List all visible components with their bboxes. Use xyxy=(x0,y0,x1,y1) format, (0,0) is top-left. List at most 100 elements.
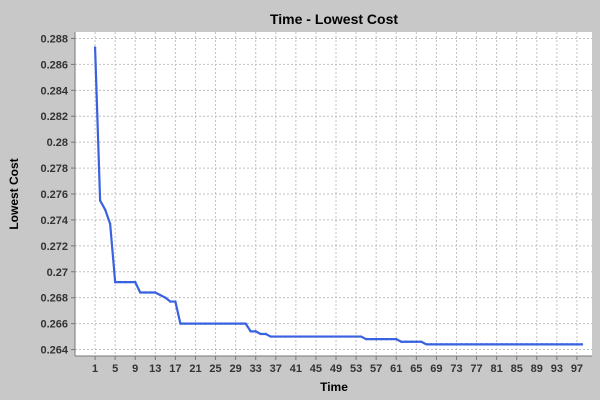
data-point xyxy=(385,337,388,341)
data-point xyxy=(359,335,363,338)
data-point xyxy=(234,322,237,325)
y-tick-label: 0.284 xyxy=(40,85,68,97)
data-point xyxy=(450,343,453,346)
data-point xyxy=(374,337,378,341)
data-point xyxy=(505,343,508,346)
data-point xyxy=(304,335,308,338)
data-point xyxy=(154,291,157,294)
data-point xyxy=(194,322,197,325)
data-point xyxy=(98,199,102,202)
data-point xyxy=(134,280,137,284)
data-point xyxy=(435,343,438,346)
x-tick-label: 57 xyxy=(370,363,382,375)
x-tick-label: 45 xyxy=(310,363,322,375)
y-tick-label: 0.278 xyxy=(40,163,68,175)
x-tick-label: 61 xyxy=(390,363,402,375)
data-point xyxy=(264,332,267,336)
data-point xyxy=(515,343,518,346)
x-tick-label: 65 xyxy=(410,363,422,375)
data-point xyxy=(339,335,343,338)
data-point xyxy=(184,322,187,325)
y-tick-label: 0.272 xyxy=(40,241,68,253)
data-point xyxy=(510,343,513,346)
data-point xyxy=(224,322,227,325)
x-tick-label: 41 xyxy=(290,363,302,375)
data-point xyxy=(329,335,333,338)
x-tick-label: 93 xyxy=(551,363,563,375)
data-point xyxy=(229,322,232,325)
data-point xyxy=(560,343,564,346)
data-point xyxy=(299,335,303,338)
data-point xyxy=(159,293,162,297)
data-point xyxy=(520,343,523,346)
data-point xyxy=(440,343,443,346)
data-point xyxy=(460,343,463,346)
data-point xyxy=(204,322,207,325)
x-tick-label: 37 xyxy=(270,363,282,375)
y-tick-label: 0.27 xyxy=(47,267,68,279)
y-axis-label: Lowest Cost xyxy=(7,158,21,229)
data-point xyxy=(555,343,559,346)
data-point xyxy=(314,335,318,338)
data-point xyxy=(470,343,473,346)
data-point xyxy=(93,46,97,49)
data-point xyxy=(430,343,433,346)
data-point xyxy=(118,280,122,284)
data-point xyxy=(239,322,242,325)
x-tick-label: 1 xyxy=(92,363,98,375)
data-point xyxy=(525,343,528,346)
data-point xyxy=(379,337,383,341)
x-ticks: 1 5 9 13 17 21 25 29 33 37 41 45 49 53 57 61 65 69 73 77 81 8… xyxy=(92,356,583,375)
data-point xyxy=(395,337,398,341)
data-point xyxy=(545,343,549,346)
data-point xyxy=(129,280,132,284)
x-tick-label: 25 xyxy=(209,363,221,375)
data-point xyxy=(490,343,493,346)
data-point xyxy=(274,335,277,338)
x-tick-label: 17 xyxy=(169,363,181,375)
data-point xyxy=(445,343,448,346)
x-tick-label: 89 xyxy=(531,363,543,375)
plot-area xyxy=(75,32,592,356)
data-point xyxy=(364,337,368,341)
y-ticks: 0.264 0.266 0.268 0.27 0.272 0.274 0.276 0.278 0… xyxy=(40,33,75,357)
data-point xyxy=(349,335,353,338)
data-point xyxy=(254,330,257,333)
data-point xyxy=(174,300,177,303)
data-point xyxy=(475,343,478,346)
data-point xyxy=(259,332,262,336)
data-point xyxy=(279,335,282,338)
data-point xyxy=(415,340,418,343)
y-tick-label: 0.282 xyxy=(40,111,68,123)
y-tick-label: 0.28 xyxy=(47,137,68,149)
data-point xyxy=(209,322,212,325)
x-tick-label: 81 xyxy=(491,363,503,375)
x-tick-label: 49 xyxy=(330,363,342,375)
data-point xyxy=(530,343,533,346)
data-point xyxy=(410,340,413,343)
data-point xyxy=(485,343,488,346)
data-point xyxy=(294,335,298,338)
data-point xyxy=(575,343,579,346)
x-tick-label: 97 xyxy=(571,363,583,375)
x-tick-label: 85 xyxy=(511,363,523,375)
x-tick-label: 29 xyxy=(229,363,241,375)
data-point xyxy=(344,335,348,338)
data-point xyxy=(189,322,192,325)
data-point xyxy=(108,222,112,226)
data-point xyxy=(244,322,247,325)
x-tick-label: 33 xyxy=(250,363,262,375)
data-point xyxy=(540,343,544,346)
x-tick-label: 53 xyxy=(350,363,362,375)
y-tick-label: 0.286 xyxy=(40,59,68,71)
data-point xyxy=(535,343,538,346)
y-tick-label: 0.276 xyxy=(40,189,68,201)
x-tick-label: 77 xyxy=(470,363,482,375)
data-point xyxy=(289,335,293,338)
data-point xyxy=(425,343,428,346)
data-point xyxy=(369,337,373,341)
data-point xyxy=(480,343,483,346)
data-point xyxy=(354,335,358,338)
